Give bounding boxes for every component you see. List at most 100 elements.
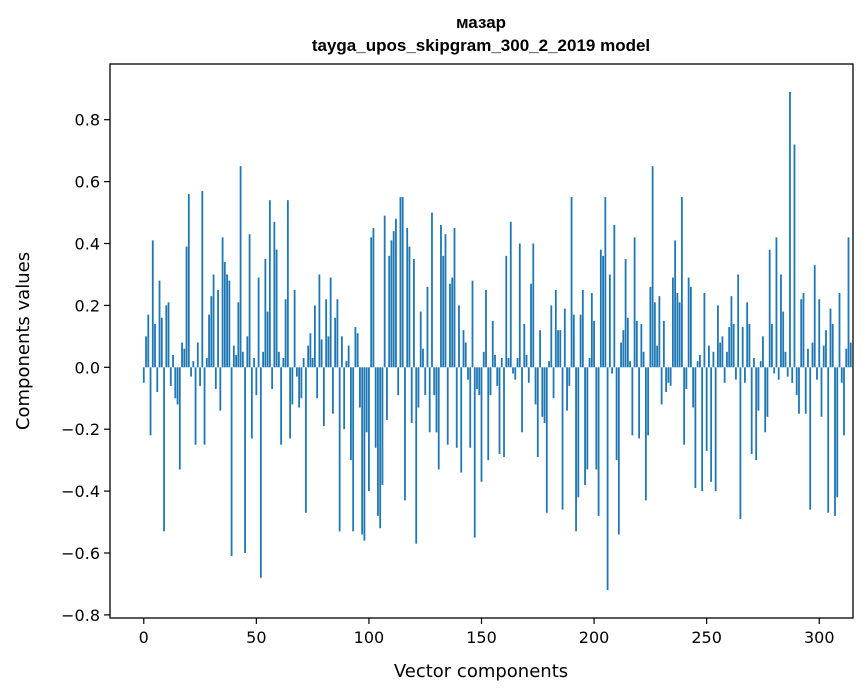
bar-171	[527, 367, 530, 383]
plot-frame	[109, 63, 854, 619]
bar-253	[712, 351, 715, 368]
bar-29	[208, 314, 210, 368]
bar-109	[388, 255, 391, 368]
bar-79	[320, 339, 323, 368]
bar-203	[599, 249, 602, 368]
bar-17	[181, 342, 183, 368]
bar-295	[807, 348, 809, 368]
bar-247	[699, 354, 701, 368]
bar-263	[735, 367, 737, 380]
bar-20	[187, 193, 190, 368]
bar-148	[476, 367, 478, 389]
bar-301	[820, 367, 823, 417]
bar-108	[386, 367, 388, 420]
bar-152	[485, 289, 487, 368]
bar-44	[241, 351, 244, 368]
bar-223	[644, 367, 647, 501]
bar-19	[185, 246, 188, 368]
bar-225	[649, 286, 652, 368]
bar-220	[638, 367, 641, 439]
bar-33	[217, 289, 219, 368]
bar-52	[259, 367, 262, 578]
bar-240	[683, 367, 686, 445]
bar-9	[163, 367, 165, 532]
x-tick-label-2: 100	[354, 628, 385, 647]
bar-211	[617, 367, 620, 535]
y-axis-label: Components values	[13, 252, 34, 430]
bar-2	[147, 314, 150, 368]
bar-53	[262, 351, 264, 368]
bar-137	[451, 277, 454, 368]
bar-244	[692, 367, 695, 408]
y-tick-label-8: 0.8	[75, 111, 100, 130]
bar-80	[322, 367, 325, 427]
bar-164	[512, 367, 514, 374]
bar-296	[809, 367, 812, 510]
x-tick-label-6: 300	[804, 628, 835, 647]
bar-206	[606, 367, 609, 591]
bar-150	[480, 367, 483, 482]
bar-245	[694, 367, 697, 489]
bar-131	[437, 367, 440, 470]
bar-147	[473, 367, 476, 538]
bar-15	[176, 367, 179, 405]
bar-128	[431, 212, 433, 368]
bar-287	[789, 91, 791, 368]
bar-159	[500, 358, 503, 368]
bar-243	[689, 286, 692, 368]
bar-270	[750, 367, 753, 454]
bar-176	[539, 330, 541, 368]
bar-55	[266, 311, 269, 368]
bar-230	[660, 367, 663, 405]
bar-34	[219, 367, 222, 411]
bar-217	[631, 367, 634, 436]
bar-222	[642, 351, 645, 368]
bar-313	[847, 237, 850, 368]
bar-14	[174, 367, 177, 399]
bar-36	[223, 262, 226, 368]
bar-193	[577, 367, 580, 498]
bar-201	[595, 367, 598, 470]
y-tick-label-7: 0.6	[75, 173, 100, 192]
bar-202	[597, 367, 600, 516]
bar-99	[365, 367, 368, 433]
bar-45	[244, 367, 246, 554]
bar-265	[739, 367, 742, 519]
bar-255	[717, 305, 719, 368]
bar-68	[295, 367, 298, 377]
x-tick-label-5: 250	[691, 628, 722, 647]
bar-274	[759, 361, 762, 368]
bar-122	[417, 367, 420, 408]
bar-154	[489, 367, 492, 396]
bar-173	[532, 243, 535, 368]
bar-83	[329, 277, 332, 368]
x-tick-label-4: 200	[579, 628, 610, 647]
bar-129	[433, 367, 436, 396]
bar-136	[449, 283, 451, 368]
x-tick-label-0: 0	[139, 628, 149, 647]
bar-174	[534, 367, 537, 405]
bar-252	[710, 367, 713, 482]
y-tick-label-5: 0.2	[75, 296, 100, 315]
bar-210	[615, 367, 618, 461]
bar-10	[165, 305, 168, 368]
bar-194	[579, 314, 582, 368]
bar-246	[696, 361, 699, 368]
bar-280	[773, 367, 776, 374]
bar-291	[798, 367, 800, 414]
bar-231	[662, 320, 665, 368]
bar-145	[469, 367, 472, 448]
bar-66	[291, 367, 294, 405]
bar-292	[800, 299, 803, 368]
bar-48	[250, 367, 253, 439]
bar-47	[248, 234, 251, 368]
bar-156	[494, 354, 496, 368]
bar-242	[687, 277, 690, 368]
bar-228	[656, 345, 659, 368]
bar-219	[635, 320, 638, 368]
bar-298	[813, 265, 816, 368]
bar-259	[726, 351, 728, 368]
bar-115	[401, 197, 404, 368]
bar-40	[232, 345, 235, 368]
bar-23	[194, 367, 197, 445]
